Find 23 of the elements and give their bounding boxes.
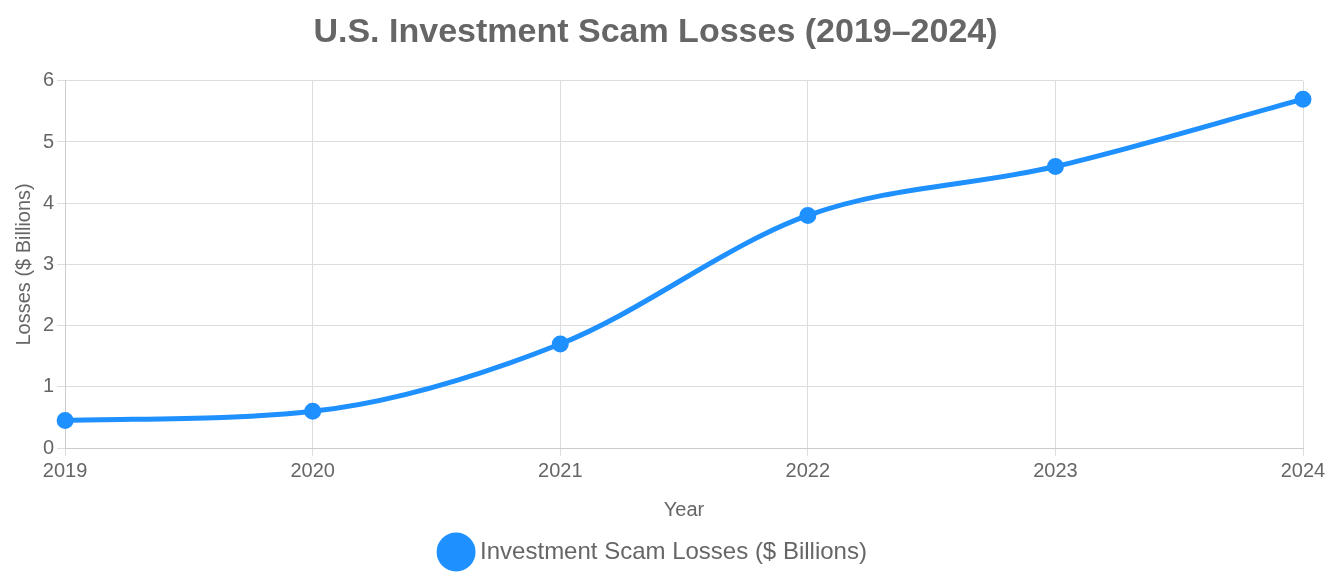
y-tick-label: 5 [43,129,55,152]
x-tick-label: 2022 [785,458,831,481]
x-tick-label: 2020 [290,458,335,481]
point [304,402,322,420]
point [1046,157,1064,175]
y-tick-label: 1 [43,374,55,397]
x-tick-label: 2023 [1033,458,1078,481]
y-tick-label: 2 [43,313,55,336]
x-tick-label: 2021 [538,458,583,481]
y-tick-label: 6 [43,68,55,91]
chart-title: U.S. Investment Scam Losses (2019–2024) [313,10,998,49]
x-tick-label: 2019 [42,458,88,481]
point [56,411,74,429]
point [1294,90,1312,108]
y-tick-label: 4 [43,190,55,213]
y-axis-title: Losses ($ Billions) [11,183,34,346]
y-tick-label: 0 [43,435,55,458]
y-tick-label: 3 [43,251,55,274]
point [799,206,817,224]
x-axis-title: Year [663,497,705,520]
point [551,335,569,353]
legend-label: Investment Scam Losses ($ Billions) [480,536,867,564]
x-tick-label: 2024 [1280,458,1326,481]
